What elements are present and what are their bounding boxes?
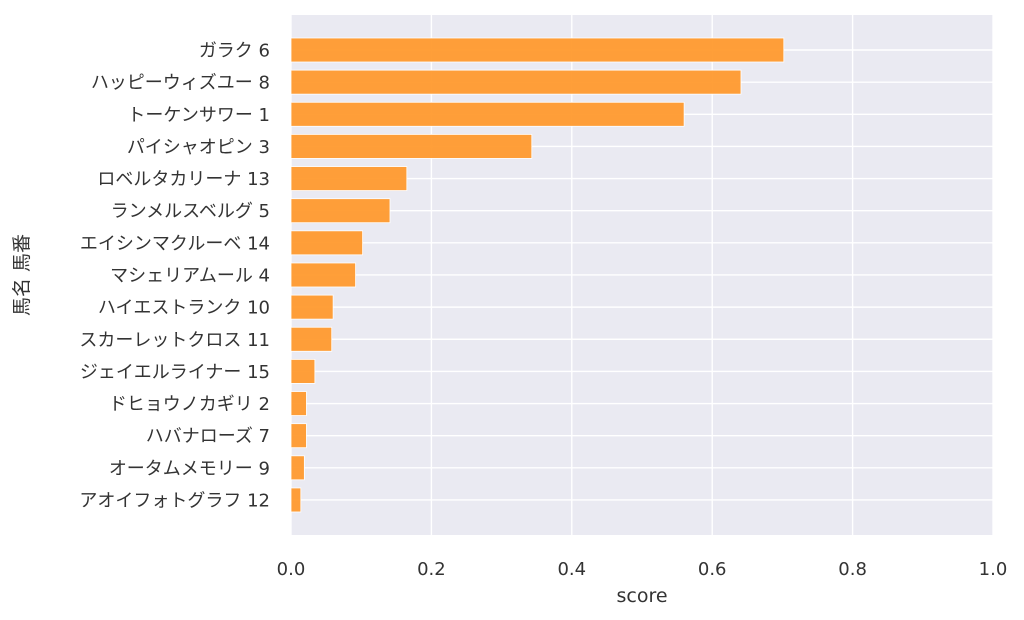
y-tick-label: オータムメモリー 9 xyxy=(109,458,270,479)
bar xyxy=(290,455,305,481)
y-tick-label: ハイエストランク 10 xyxy=(98,298,270,319)
x-tick-label: 0.2 xyxy=(417,559,446,580)
bars xyxy=(290,37,785,513)
bar xyxy=(290,423,307,449)
y-tick-label: ガラク 6 xyxy=(199,41,270,62)
x-tick-label: 1.0 xyxy=(979,559,1008,580)
y-tick-label: アオイフォトグラフ 12 xyxy=(79,490,270,511)
bar xyxy=(290,294,334,320)
x-tick-label: 0.0 xyxy=(277,559,306,580)
y-tick-label: パイシャオピン 3 xyxy=(127,137,270,158)
y-tick-label: スカーレットクロス 11 xyxy=(79,330,270,351)
y-tick-label: エイシンマクルーベ 14 xyxy=(80,233,270,254)
y-tick-labels: ガラク 6 ハッピーウィズユー 8 トーケンサワー 1 パイシャオピン 3 ロベルタカリ… xyxy=(79,41,270,512)
bar xyxy=(290,326,333,352)
bar xyxy=(290,262,356,288)
x-tick-label: 0.6 xyxy=(698,559,727,580)
bar xyxy=(290,37,785,63)
x-axis-title: score xyxy=(616,585,667,607)
y-tick-label: ドヒョウノカギリ 2 xyxy=(109,394,270,415)
y-tick-label: ハバナローズ 7 xyxy=(146,426,270,447)
bar xyxy=(290,69,742,95)
y-tick-label: ハッピーウィズユー 8 xyxy=(91,73,270,94)
y-axis-title: 馬名 馬番 xyxy=(11,234,33,316)
bar xyxy=(290,391,307,416)
bar xyxy=(290,101,685,127)
y-tick-label: トーケンサワー 1 xyxy=(127,105,270,126)
bar xyxy=(290,358,316,384)
x-tick-label: 0.4 xyxy=(557,559,586,580)
y-tick-label: マシェリアムール 4 xyxy=(110,265,270,286)
y-tick-label: ロベルタカリーナ 13 xyxy=(97,169,270,190)
x-tick-labels: 0.0 0.2 0.4 0.6 0.8 1.0 xyxy=(277,559,1008,580)
bar xyxy=(290,198,391,224)
bar xyxy=(290,166,408,191)
y-tick-label: ジェイエルライナー 15 xyxy=(80,362,270,383)
bar xyxy=(290,487,302,513)
bar xyxy=(290,134,533,159)
y-tick-label: ランメルスベルグ 5 xyxy=(111,201,270,222)
x-tick-label: 0.8 xyxy=(838,559,867,580)
bar xyxy=(290,230,364,256)
